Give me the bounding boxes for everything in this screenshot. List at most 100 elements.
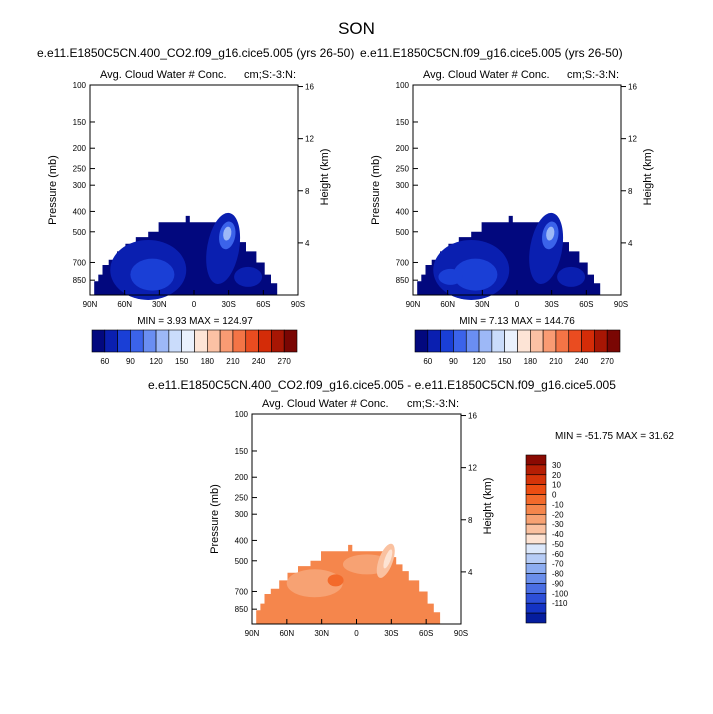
colorbar-label: -40 <box>552 530 564 539</box>
colorbar-box <box>453 329 467 353</box>
contour-nh-extra <box>438 268 463 285</box>
y-tick-label: 150 <box>235 447 249 456</box>
colorbar-label: -60 <box>552 550 564 559</box>
colorbar-label: -110 <box>552 599 568 608</box>
colorbar-label: 150 <box>498 357 512 366</box>
colorbar-box <box>606 329 621 353</box>
y-tick-label: 400 <box>73 207 87 216</box>
right-string: cm;S:-3:N: <box>567 69 619 81</box>
contour-nh-core <box>130 258 175 291</box>
y-tick-label: 250 <box>396 165 410 174</box>
colorbar-box <box>530 329 544 353</box>
y-tick-label: 700 <box>235 587 249 596</box>
colorbar-box <box>168 329 182 353</box>
colorbar-box <box>258 329 272 353</box>
y-axis-label: Pressure (mb) <box>209 484 221 554</box>
y-tick-label: 850 <box>235 605 249 614</box>
colorbar-label: 240 <box>252 357 266 366</box>
x-tick-label: 30N <box>475 300 490 309</box>
min-max-text: MIN = 7.13 MAX = 144.76 <box>459 316 575 327</box>
colorbar-box <box>555 329 570 353</box>
colorbar-label: 210 <box>226 357 240 366</box>
y-right-tick-label: 8 <box>305 187 310 196</box>
colorbar-box <box>525 513 547 525</box>
left-string: Avg. Cloud Water # Conc. <box>262 398 389 410</box>
colorbar: 60 90 120 150 180 210 240 270 <box>91 329 298 366</box>
panel2-title: e.e11.E1850C5CN.f09_g16.cice5.005 (yrs 2… <box>360 46 623 60</box>
y-tick-label: 150 <box>73 118 87 127</box>
colorbar-box <box>478 329 493 353</box>
x-tick-label: 90S <box>614 300 628 309</box>
colorbar-box <box>517 329 531 353</box>
diff-lobe-1 <box>286 569 343 598</box>
y-tick-label: 700 <box>396 258 410 267</box>
left-string: Avg. Cloud Water # Conc. <box>423 69 550 81</box>
y-tick-label: 500 <box>73 228 87 237</box>
colorbar-box <box>504 329 518 353</box>
colorbar: 60 90 120 150 180 210 240 270 <box>414 329 621 366</box>
colorbar-box <box>525 484 547 495</box>
colorbar-box <box>525 602 547 614</box>
colorbar-box <box>219 329 234 353</box>
x-tick-label: 60S <box>579 300 593 309</box>
y-tick-label: 300 <box>396 181 410 190</box>
colorbar-box <box>104 329 118 353</box>
colorbar-label: -30 <box>552 520 564 529</box>
colorbar-box <box>283 329 298 353</box>
y-tick-label: 400 <box>235 536 249 545</box>
y-tick-label: 100 <box>235 410 249 419</box>
colorbar-label: 60 <box>423 357 432 366</box>
y-right-tick-label: 8 <box>628 187 633 196</box>
y-tick-label: 300 <box>73 181 87 190</box>
contour-field <box>256 543 441 624</box>
colorbar-label: 180 <box>201 357 215 366</box>
colorbar-box <box>525 504 547 515</box>
contour-field <box>417 212 601 300</box>
x-tick-label: 30S <box>222 300 236 309</box>
colorbar-box <box>142 329 157 353</box>
figure-title: SON <box>338 19 375 38</box>
x-tick-label: 90N <box>406 300 421 309</box>
colorbar-label: -20 <box>552 510 564 519</box>
colorbar-label: -70 <box>552 560 564 569</box>
contour-nh-core <box>453 258 498 291</box>
contour-sh <box>234 266 263 287</box>
colorbar-label: -90 <box>552 579 564 588</box>
y-tick-label: 850 <box>73 276 87 285</box>
x-tick-label: 60S <box>419 629 433 638</box>
y-right-axis-label: Height (km) <box>482 478 494 535</box>
y-right-tick-label: 4 <box>305 239 310 248</box>
colorbar-label: 60 <box>100 357 109 366</box>
y-tick-label: 500 <box>396 228 410 237</box>
colorbar-box <box>525 553 547 565</box>
colorbar-label: 0 <box>552 491 557 500</box>
left-string: Avg. Cloud Water # Conc. <box>100 69 227 81</box>
colorbar-box <box>130 329 144 353</box>
y-tick-label: 700 <box>73 258 87 267</box>
colorbar-box <box>271 329 285 353</box>
min-max-text: MIN = 3.93 MAX = 124.97 <box>137 316 253 327</box>
x-tick-label: 60S <box>256 300 270 309</box>
colorbar-box <box>525 494 547 505</box>
colorbar-label: 120 <box>472 357 486 366</box>
colorbar-label: 10 <box>552 481 561 490</box>
panel1-title: e.e11.E1850C5CN.400_CO2.f09_g16.cice5.00… <box>37 46 355 60</box>
min-max-text: MIN = -51.75 MAX = 31.62 <box>555 431 674 442</box>
colorbar-box <box>245 329 259 353</box>
colorbar-box <box>525 454 547 466</box>
colorbar-box <box>568 329 582 353</box>
colorbar-box <box>427 329 441 353</box>
y-axis-label: Pressure (mb) <box>47 155 59 225</box>
x-tick-label: 0 <box>515 300 520 309</box>
colorbar-box <box>465 329 480 353</box>
colorbar-label: -50 <box>552 540 564 549</box>
y-right-tick-label: 12 <box>628 135 637 144</box>
colorbar-label: 240 <box>575 357 589 366</box>
colorbar-label: -100 <box>552 589 569 598</box>
colorbar-box <box>525 523 547 535</box>
colorbar-box <box>207 329 221 353</box>
colorbar-label: 90 <box>126 357 135 366</box>
y-tick-label: 850 <box>396 276 410 285</box>
colorbar-label: 90 <box>449 357 458 366</box>
